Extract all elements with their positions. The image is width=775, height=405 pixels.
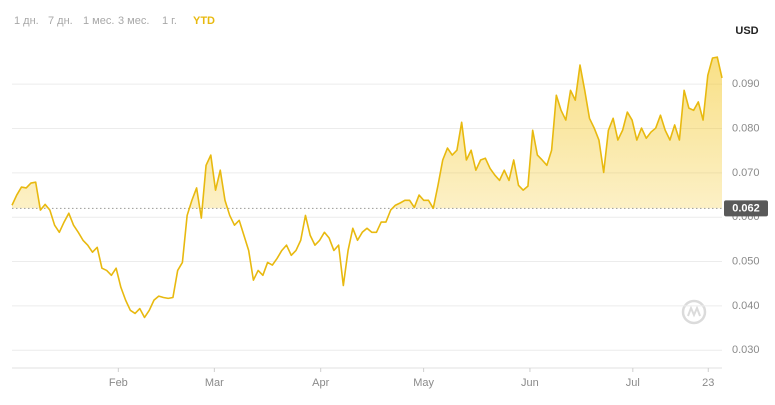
period-tab[interactable]: 3 мес. [118, 15, 150, 27]
x-tick-label: Feb [109, 377, 128, 389]
y-tick-label: 0.070 [732, 167, 760, 179]
currency-label: USD [735, 25, 758, 37]
y-tick-label: 0.050 [732, 255, 760, 267]
period-tab[interactable]: 1 мес. [83, 15, 115, 27]
x-tick-label: Mar [205, 377, 224, 389]
watermark-logo [681, 299, 707, 325]
y-tick-label: 0.090 [732, 78, 760, 90]
period-tab[interactable]: 1 г. [162, 15, 177, 27]
y-tick-label: 0.040 [732, 300, 760, 312]
period-tab[interactable]: 1 дн. [14, 15, 39, 27]
x-tick-label: Apr [312, 377, 329, 389]
area-fill [12, 57, 722, 209]
price-line [11, 56, 723, 319]
y-tick-label: 0.080 [732, 122, 760, 134]
period-tab[interactable]: 7 дн. [48, 15, 73, 27]
x-tick-label: 23 [702, 377, 714, 389]
grid [12, 83, 722, 351]
price-tag [724, 200, 768, 217]
price-tag-label: 0.062 [732, 203, 760, 215]
period-tab[interactable]: YTD [193, 15, 215, 27]
x-tick-label: Jun [521, 377, 539, 389]
x-tick-label: Jul [626, 377, 640, 389]
x-tick-label: May [413, 377, 434, 389]
y-tick-label: 0.030 [732, 344, 760, 356]
